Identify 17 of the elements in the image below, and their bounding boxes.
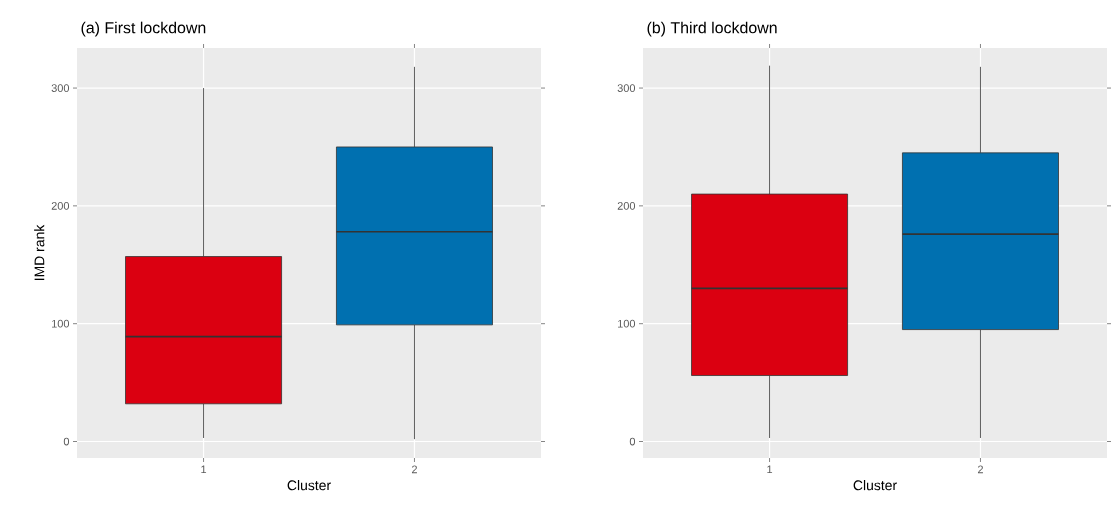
y-axis-title: IMD rank xyxy=(34,224,45,280)
x-tick-label: 2 xyxy=(411,465,417,474)
y-tick-label: 100 xyxy=(52,319,70,328)
y-tick-label: 100 xyxy=(618,319,636,328)
x-axis-title: Cluster xyxy=(853,480,897,491)
x-axis-title: Cluster xyxy=(287,480,331,491)
x-tick-label: 2 xyxy=(977,465,983,474)
x-tick-label: 1 xyxy=(767,465,773,474)
x-tick-label: 1 xyxy=(201,465,207,474)
chart-title: (a) First lockdown xyxy=(81,21,206,37)
y-tick-label: 200 xyxy=(51,202,70,210)
y-tick-label: 0 xyxy=(63,437,70,446)
chart-title: (b) Third lockdown xyxy=(647,21,777,37)
y-tick-label: 300 xyxy=(51,84,70,92)
y-tick-label: 300 xyxy=(617,84,636,92)
y-tick-label: 200 xyxy=(617,202,636,210)
y-tick-label: 0 xyxy=(629,437,636,446)
